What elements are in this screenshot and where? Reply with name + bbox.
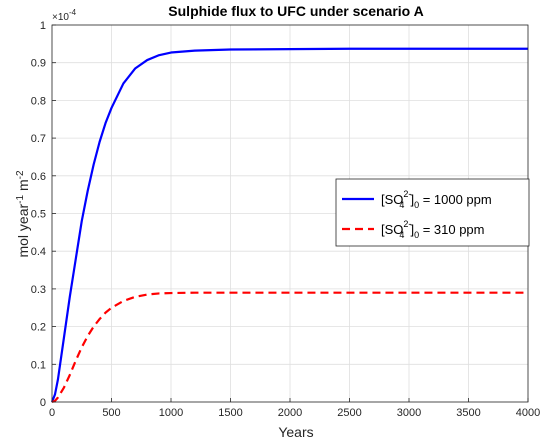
y-exponent-power: -4	[69, 8, 77, 17]
y-tick-label: 0	[40, 397, 46, 409]
y-tick-label: 0.2	[31, 322, 46, 334]
legend-close: ]	[410, 222, 414, 237]
legend-subscript-4: 4	[399, 230, 404, 240]
legend-rest: = 1000 ppm	[419, 192, 492, 207]
chart-title: Sulphide flux to UFC under scenario A	[168, 3, 423, 19]
series-group	[50, 47, 528, 404]
x-tick-label: 1000	[159, 407, 183, 419]
legend-close: ]	[410, 192, 414, 207]
y-tick-label: 0.5	[31, 209, 46, 221]
legend-label-1000ppm: [SO2-4]0 = 1000 ppm	[381, 189, 492, 210]
y-tick-label: 0.3	[31, 284, 46, 296]
y-axis-label-sup-b: -2	[15, 170, 26, 179]
y-tick-label: 0.8	[31, 95, 46, 107]
y-axis-label-part-a: mol year	[15, 204, 31, 258]
legend-subscript-0: 0	[414, 230, 419, 240]
x-tick-label: 3000	[397, 407, 421, 419]
x-tick-label: 1500	[218, 407, 242, 419]
legend-open: [SO	[381, 192, 403, 207]
x-tick-label: 4000	[516, 407, 540, 419]
legend-charge: 2-	[403, 189, 411, 199]
x-tick-label: 2000	[278, 407, 302, 419]
series-line-1000ppm	[50, 47, 528, 403]
legend-rest: = 310 ppm	[419, 222, 484, 237]
legend-charge: 2-	[403, 219, 411, 229]
x-tick-label: 2500	[337, 407, 361, 419]
y-tick-label: 0.4	[31, 246, 46, 258]
legend-subscript-0: 0	[414, 200, 419, 210]
y-axis-label-part-b: m	[15, 179, 31, 195]
y-tick-label: 0.1	[31, 359, 46, 371]
legend-subscript-4: 4	[399, 200, 404, 210]
y-tick-label: 1	[40, 20, 46, 32]
y-tick-label: 0.9	[31, 58, 46, 70]
x-tick-label: 0	[49, 407, 55, 419]
x-tick-label: 500	[102, 407, 120, 419]
y-exponent-label: ×10-4	[52, 8, 77, 23]
y-axis-label: mol year-1 m-2	[15, 170, 31, 257]
y-axis-label-sup-a: -1	[15, 195, 26, 204]
legend-open: [SO	[381, 222, 403, 237]
y-tick-label: 0.7	[31, 133, 46, 145]
grid	[51, 24, 529, 403]
y-exponent-base: ×10	[52, 12, 69, 23]
y-tick-label: 0.6	[31, 171, 46, 183]
legend-box	[335, 178, 530, 247]
legend: [SO2-4]0 = 1000 ppm [SO2-4]0 = 310 ppm	[335, 178, 530, 247]
x-tick-label: 3500	[456, 407, 480, 419]
legend-label-310ppm: [SO2-4]0 = 310 ppm	[381, 219, 484, 240]
series-line-310ppm	[51, 291, 528, 404]
x-axis-label: Years	[278, 424, 313, 440]
axis-ticks: 0 500 1000 1500 2000 2500 3000 3500 4000 0 0.1 0.2 0…	[31, 20, 541, 419]
